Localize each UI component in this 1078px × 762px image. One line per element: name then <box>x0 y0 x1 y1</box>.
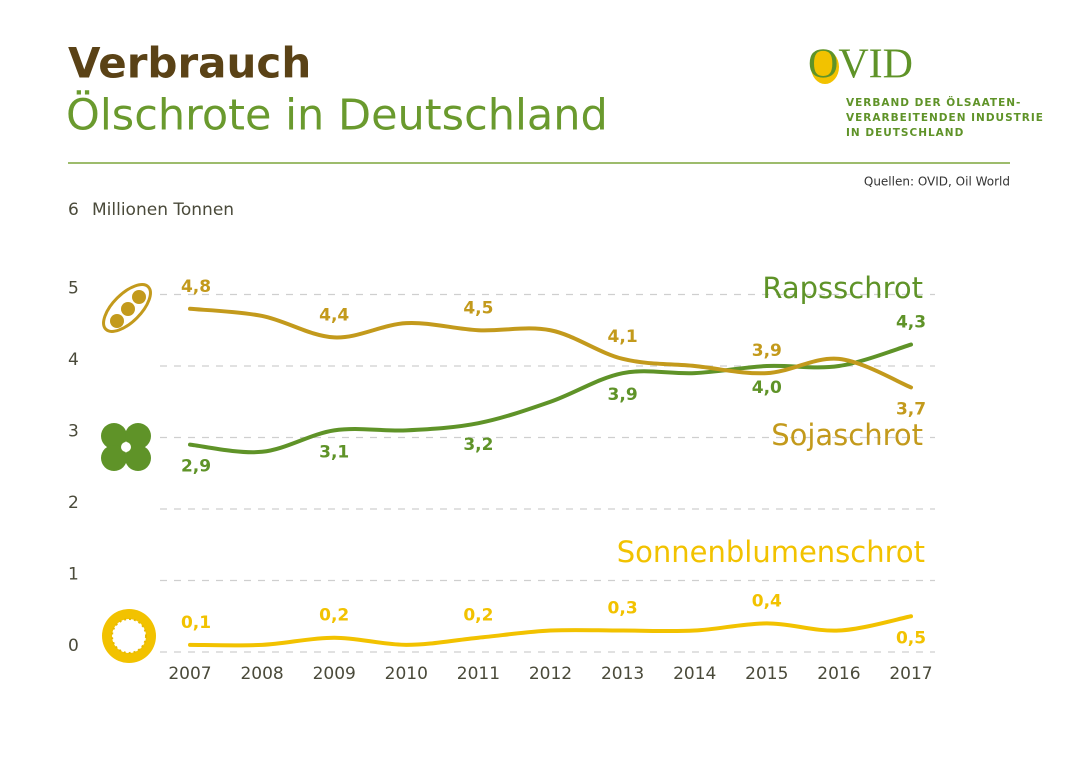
source: Quellen: OVID, Oil World <box>864 175 1010 189</box>
y-tick-label: 5 <box>68 279 79 299</box>
legend-entry: Sonnenblumenschrot <box>617 535 925 569</box>
series-line <box>188 614 913 648</box>
logo: OVID VERBAND DER ÖLSAATEN- VERARBEITENDE… <box>808 42 1044 139</box>
logo-drop <box>811 50 839 84</box>
petal <box>125 423 151 449</box>
bean <box>110 314 124 328</box>
x-tick-label: 2007 <box>168 664 211 684</box>
data-label: 0,5 <box>896 628 926 648</box>
logo-line: VERBAND DER ÖLSAATEN- <box>846 95 1021 109</box>
x-tick-label: 2012 <box>529 664 572 684</box>
x-tick-label: 2013 <box>601 664 644 684</box>
data-label: 3,2 <box>463 435 493 455</box>
data-label: 3,9 <box>608 385 638 405</box>
logo-name: OVID <box>808 42 913 88</box>
legend-entry: Rapsschrot <box>762 271 923 305</box>
y-tick-label: 2 <box>68 493 79 513</box>
legend-entry: Sojaschrot <box>771 418 923 452</box>
bean <box>121 302 135 316</box>
data-label: 3,1 <box>319 442 349 462</box>
y-tick-label: 0 <box>68 636 79 656</box>
bean <box>132 290 146 304</box>
logo-line: VERARBEITENDEN INDUSTRIE <box>846 112 1044 124</box>
petal <box>101 423 127 449</box>
data-label: 4,1 <box>608 327 638 347</box>
data-label: 4,4 <box>319 305 349 325</box>
y-tick-label: 6 <box>68 200 79 220</box>
data-label: 3,7 <box>896 399 926 419</box>
data-label: 3,9 <box>752 341 782 361</box>
data-label: 4,8 <box>181 277 211 297</box>
y-tick-label: 4 <box>68 350 79 370</box>
data-label: 0,2 <box>319 606 349 626</box>
y-axis-label: Millionen Tonnen <box>92 200 234 220</box>
data-label: 2,9 <box>181 457 211 477</box>
x-tick-label: 2008 <box>240 664 283 684</box>
series-line <box>188 306 913 390</box>
x-tick-label: 2010 <box>385 664 428 684</box>
center <box>121 442 131 452</box>
icon-sunflower <box>102 609 156 663</box>
data-label: 0,3 <box>608 599 638 619</box>
x-tick-label: 2011 <box>457 664 500 684</box>
data-label: 0,1 <box>181 613 211 633</box>
petal <box>125 445 151 471</box>
data-label: 4,5 <box>463 298 493 318</box>
x-tick-label: 2015 <box>745 664 788 684</box>
x-tick-label: 2009 <box>313 664 356 684</box>
x-tick-label: 2017 <box>889 664 932 684</box>
y-tick-label: 3 <box>68 422 79 442</box>
chart-subtitle: Ölschrote in Deutschland <box>66 90 608 141</box>
y-tick-label: 1 <box>68 565 79 585</box>
plot: 0 1 2 3 4 5 6 2007 2008 2009 2010 2011 2012 2013 2014 2… <box>68 200 935 684</box>
data-label: 0,4 <box>752 591 782 611</box>
x-tick-label: 2014 <box>673 664 716 684</box>
data-label: 0,2 <box>463 606 493 626</box>
logo-line: IN DEUTSCHLAND <box>846 127 964 139</box>
chart-title: Verbrauch <box>68 39 311 88</box>
icon-rape-flower <box>101 423 151 471</box>
data-label: 4,3 <box>896 313 926 333</box>
series-line <box>188 342 913 455</box>
petal <box>101 445 127 471</box>
seed-head <box>111 618 147 654</box>
data-label: 4,0 <box>752 378 782 398</box>
x-tick-label: 2016 <box>817 664 860 684</box>
icon-pod <box>102 283 152 333</box>
